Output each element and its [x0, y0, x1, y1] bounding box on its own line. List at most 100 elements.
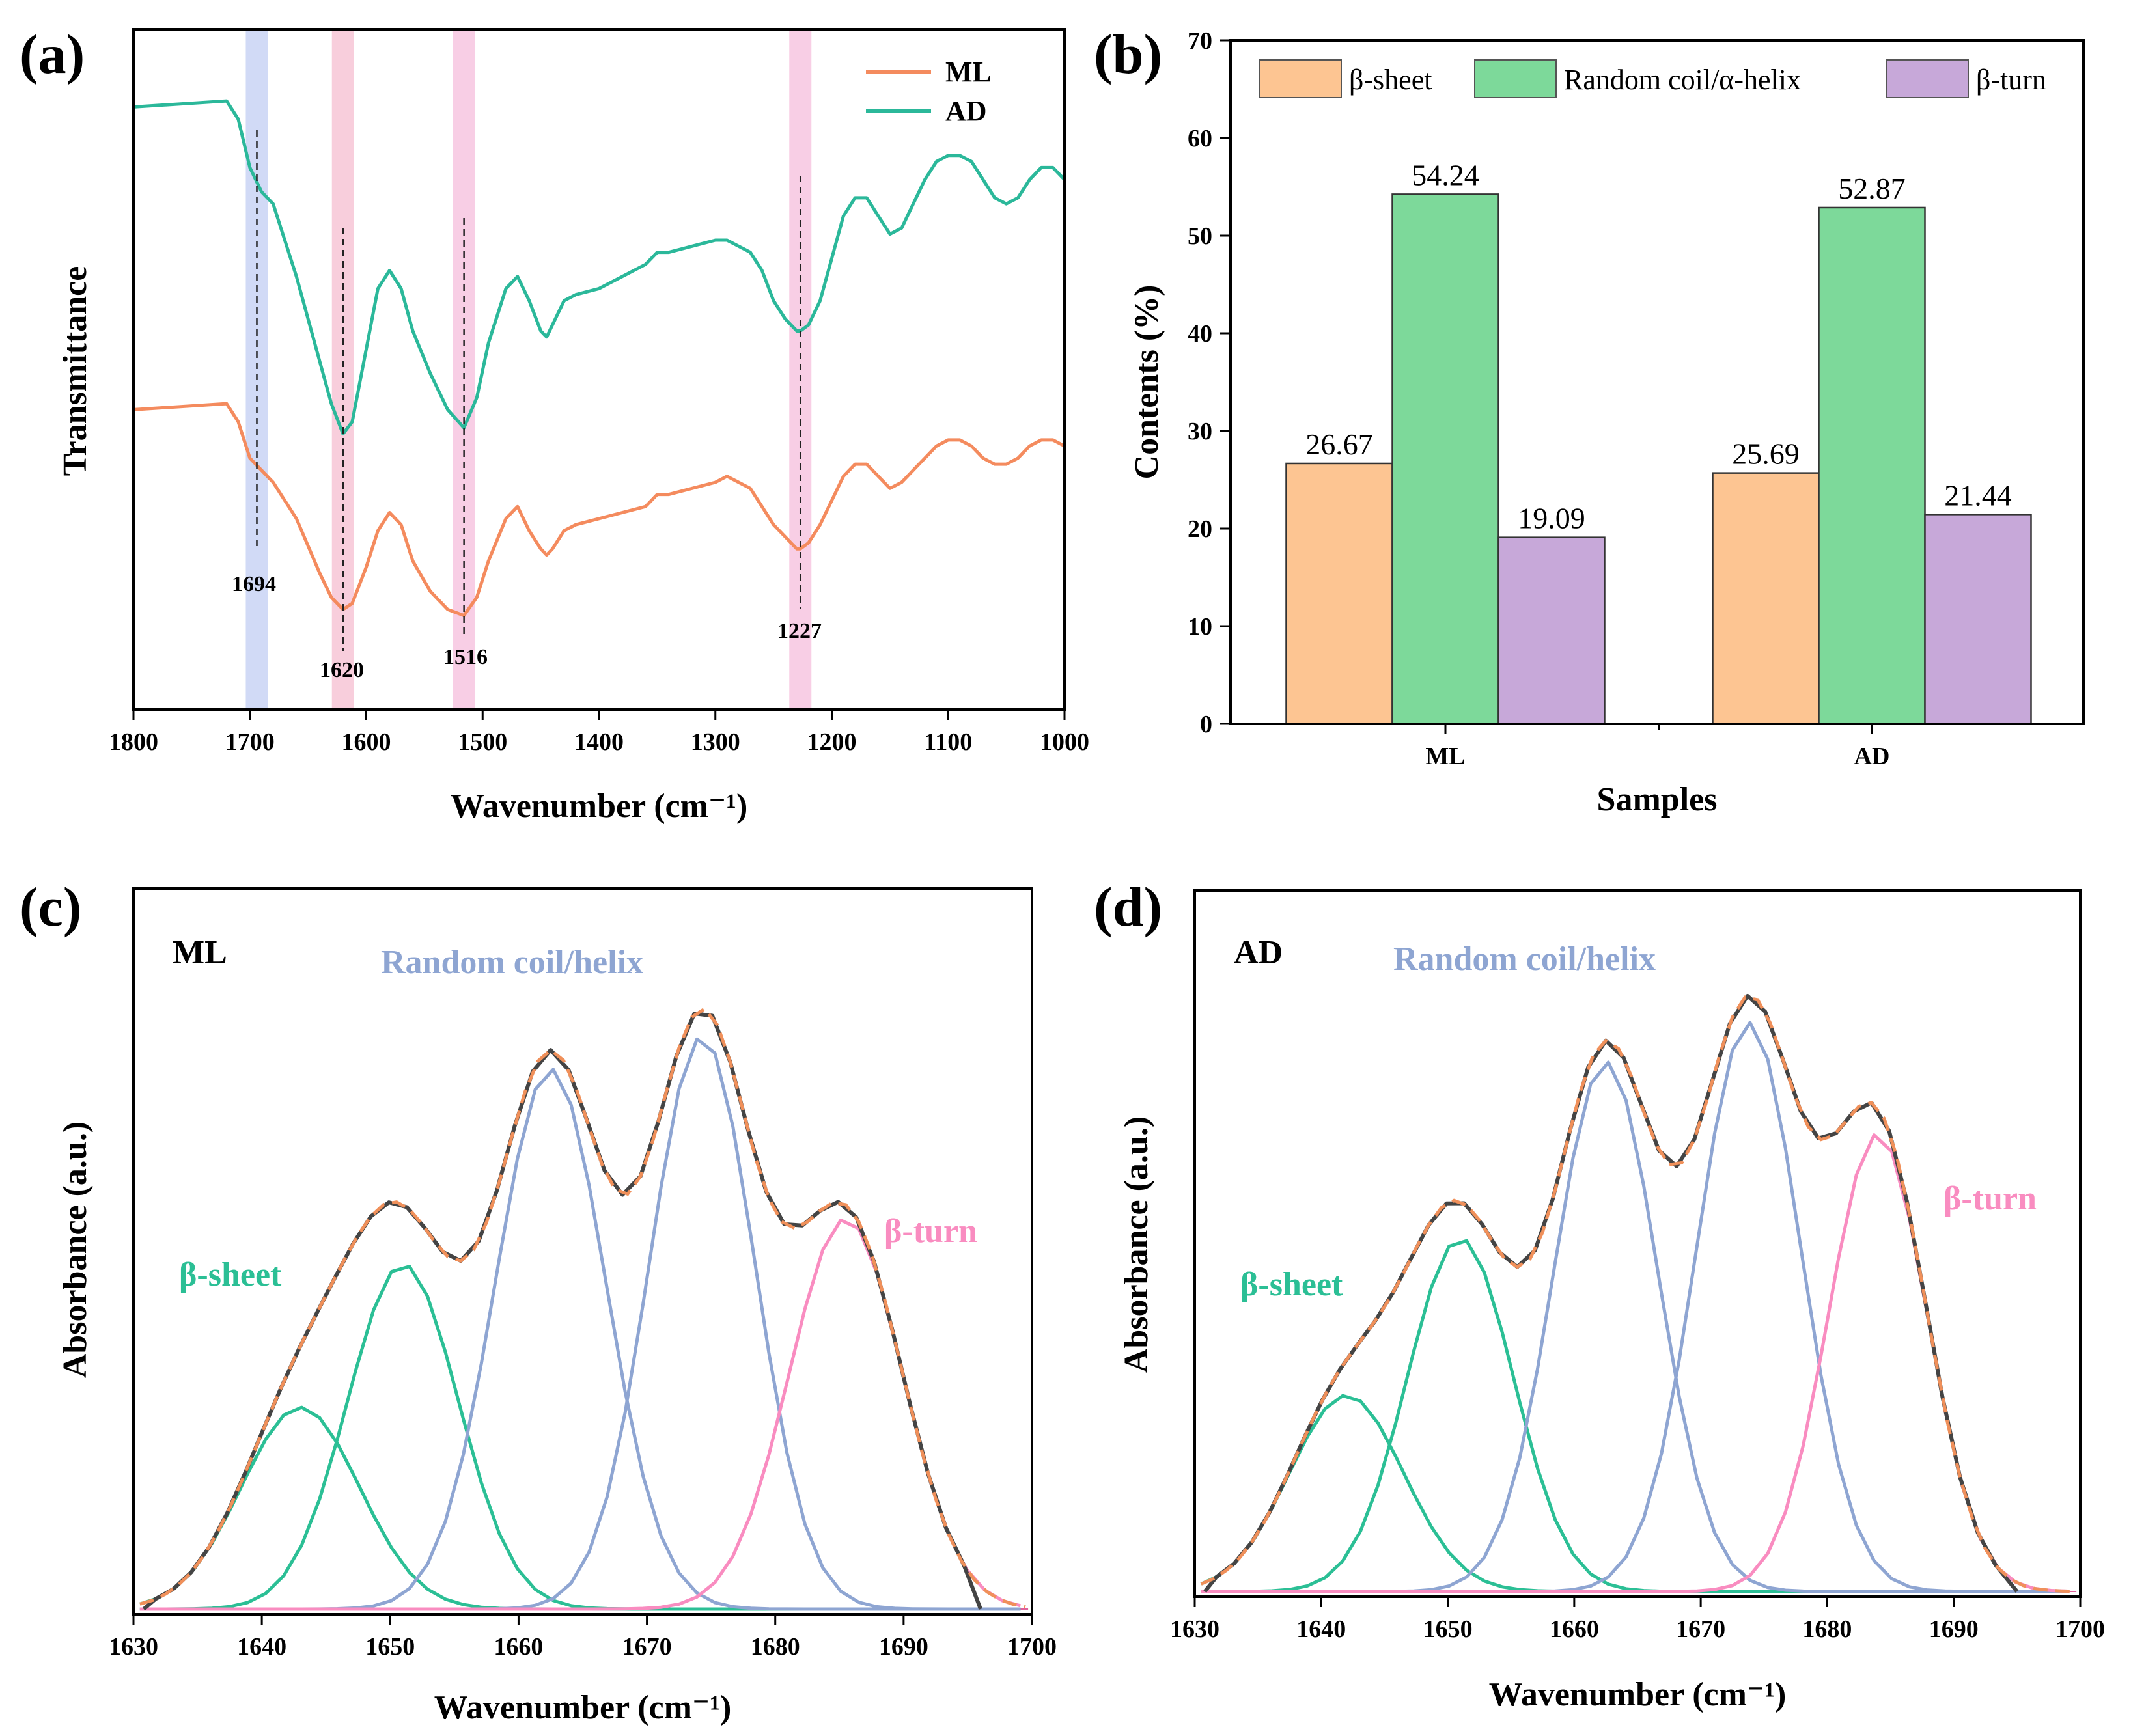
- panel-label-a: (a): [20, 23, 85, 85]
- x-axis-title: Wavenumber (cm⁻¹): [1489, 1676, 1787, 1713]
- legend-swatch-random-coil: [1474, 59, 1557, 98]
- x-tick-label: 1690: [1929, 1616, 1979, 1643]
- x-axis-ticks: 1800 1700 1600 1500 1400 1300 1200 1100 1000: [109, 710, 1089, 756]
- y-tick-label: 70: [1188, 27, 1212, 55]
- x-tick-label: 1660: [1550, 1616, 1599, 1643]
- peak-label-1694: 1694: [232, 572, 276, 596]
- panel-label-d: (d): [1094, 875, 1162, 938]
- y-tick-label: 30: [1188, 418, 1212, 445]
- x-tick-label: 1670: [622, 1633, 672, 1660]
- label-random-coil: Random coil/helix: [1393, 941, 1656, 978]
- label-random-coil: Random coil/helix: [381, 944, 643, 981]
- legend-label-beta-turn: β-turn: [1976, 64, 2046, 96]
- x-tick-label: 1700: [1007, 1633, 1057, 1660]
- x-tick-label: 1800: [109, 728, 158, 756]
- plot-frame: [132, 28, 1066, 711]
- label-beta-sheet: β-sheet: [179, 1256, 282, 1293]
- x-tick-label: 1650: [1423, 1616, 1473, 1643]
- x-axis-ticks: 1630 1640 1650 1660 1670 1680 1690 1700: [109, 1614, 1057, 1660]
- component-random-coil-3: [139, 1068, 1021, 1611]
- x-tick-label: 1680: [1802, 1616, 1852, 1643]
- x-tick-label: 1670: [1676, 1616, 1725, 1643]
- component-random-coil-3: [1201, 1060, 2069, 1593]
- y-tick-label: 60: [1188, 125, 1212, 152]
- cumulative-fit: [139, 1006, 1026, 1608]
- bar-ml-1: [1391, 193, 1499, 725]
- series-line-ml: [133, 402, 1066, 618]
- x-tick-label: 1500: [458, 728, 507, 756]
- bar-value-label: 26.67: [1305, 428, 1373, 461]
- x-tick-label: 1100: [924, 728, 972, 756]
- y-tick-label: 10: [1188, 613, 1212, 641]
- fitted-components: [1200, 993, 2077, 1593]
- label-beta-turn: β-turn: [1943, 1180, 2037, 1217]
- component-beta-turn-5: [1201, 1133, 2069, 1593]
- legend-swatch-beta-sheet: [1259, 59, 1342, 98]
- component-beta-sheet-1: [1200, 1394, 2069, 1593]
- bar-value-label: 19.09: [1518, 502, 1585, 535]
- bar-ml-2: [1497, 536, 1606, 725]
- sample-label: ML: [173, 934, 227, 971]
- component-random-coil-4: [1201, 1021, 2069, 1593]
- x-axis-ticks: ML AD: [1425, 724, 1889, 770]
- x-tick-label: ML: [1425, 743, 1465, 770]
- bar-ml-0: [1285, 462, 1393, 725]
- chart-a: 1800 1700 1600 1500 1400 1300 1200 1100 1000 169…: [57, 28, 1089, 825]
- chart-b: 26.67 54.24 19.09 25.69 52.87 21.44 0 10 20 30 40…: [1128, 27, 2085, 818]
- x-axis-title: Wavenumber (cm⁻¹): [434, 1689, 732, 1726]
- fitted-components: [139, 1006, 1029, 1611]
- x-tick-label: 1640: [1296, 1616, 1346, 1643]
- plot-frame: [1193, 889, 2082, 1598]
- x-tick-label: 1700: [225, 728, 275, 756]
- x-tick-label: 1700: [2055, 1616, 2105, 1643]
- legend-label-ad: AD: [945, 95, 987, 127]
- legend-swatch-beta-turn: [1886, 59, 1969, 98]
- x-tick-label: 1000: [1040, 728, 1089, 756]
- x-tick-label: 1600: [342, 728, 391, 756]
- measured-spectrum: [142, 1012, 982, 1611]
- x-tick-label: 1660: [494, 1633, 543, 1660]
- x-axis-title: Samples: [1597, 781, 1718, 818]
- bar-value-label: 21.44: [1944, 478, 2012, 512]
- series-line-ad: [133, 99, 1066, 436]
- chart-c: 1630 1640 1650 1660 1670 1680 1690 1700 ML Rand…: [57, 887, 1057, 1726]
- peak-label-1227: 1227: [777, 619, 822, 643]
- x-tick-label: 1630: [1170, 1616, 1219, 1643]
- panel-label-c: (c): [20, 875, 81, 938]
- plot-frame: [1229, 39, 2085, 725]
- x-tick-label: 1680: [751, 1633, 800, 1660]
- highlight-bands: [245, 29, 812, 710]
- x-tick-label: 1650: [365, 1633, 415, 1660]
- bar-ad-1: [1818, 206, 1926, 725]
- sample-label: AD: [1234, 934, 1283, 971]
- x-tick-label: AD: [1854, 743, 1890, 770]
- legend-label-ml: ML: [945, 56, 992, 88]
- x-tick-label: 1200: [807, 728, 857, 756]
- bar-value-label: 52.87: [1838, 172, 1906, 205]
- bar-value-label: 25.69: [1732, 437, 1800, 471]
- x-tick-label: 1690: [879, 1633, 928, 1660]
- peak-guide-lines: [256, 130, 801, 651]
- label-beta-sheet: β-sheet: [1240, 1266, 1343, 1303]
- x-tick-label: 1640: [237, 1633, 286, 1660]
- component-random-coil-4: [139, 1037, 1021, 1611]
- y-axis-title: Contents (%): [1128, 285, 1165, 480]
- x-tick-label: 1630: [109, 1633, 158, 1660]
- y-axis-title: Absorbance (a.u.): [1118, 1116, 1155, 1373]
- x-axis-title: Wavenumber (cm⁻¹): [451, 788, 748, 825]
- x-tick-label: 1400: [574, 728, 624, 756]
- y-axis-title: Transmittance: [57, 266, 94, 476]
- y-tick-label: 20: [1188, 516, 1212, 543]
- y-tick-label: 50: [1188, 223, 1212, 250]
- y-axis-ticks: 0 10 20 30 40 50 60 70: [1188, 27, 1231, 738]
- x-tick-label: 1300: [691, 728, 740, 756]
- peak-label-1516: 1516: [443, 645, 488, 669]
- legend: β-sheet Random coil/α-helix β-turn: [1259, 59, 2046, 98]
- spectra: [133, 99, 1066, 618]
- component-beta-sheet-1: [139, 1405, 1021, 1611]
- legend: ML AD: [866, 56, 992, 127]
- y-axis-title: Absorbance (a.u.): [57, 1122, 94, 1378]
- bars: 26.67 54.24 19.09 25.69 52.87 21.44: [1285, 158, 2032, 725]
- plot-frame: [132, 887, 1033, 1616]
